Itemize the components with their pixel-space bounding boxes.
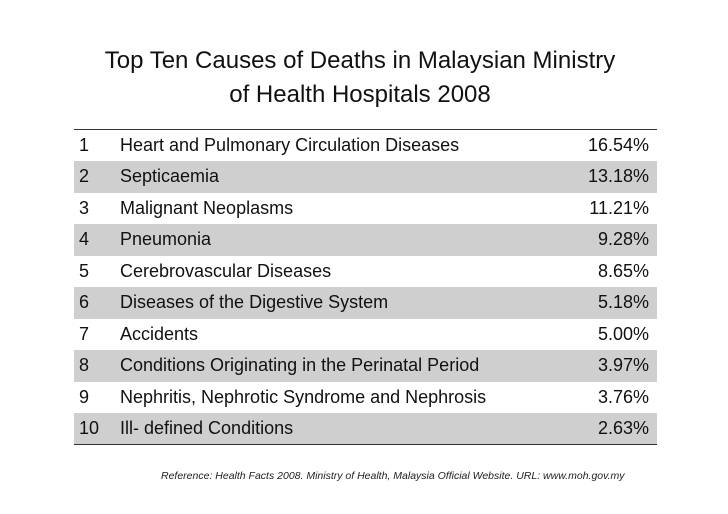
table-row: 8 Conditions Originating in the Perinata… xyxy=(74,350,657,382)
title-line-1: Top Ten Causes of Deaths in Malaysian Mi… xyxy=(104,47,616,74)
rank-cell: 7 xyxy=(79,323,90,344)
percent-cell: 13.18% xyxy=(558,161,657,193)
reference-note: Reference: Health Facts 2008. Ministry o… xyxy=(161,470,625,482)
cause-cell: Pneumonia xyxy=(120,224,558,256)
table-row: 1 Heart and Pulmonary Circulation Diseas… xyxy=(74,129,657,161)
title-line-2: of Health Hospitals 2008 xyxy=(229,81,491,108)
percent-cell: 16.54% xyxy=(558,129,657,161)
rank-cell: 1 xyxy=(74,129,120,161)
table-row: 5 Cerebrovascular Diseases 8.65% xyxy=(74,256,657,288)
page-title: Top Ten Causes of Deaths in Malaysian Mi… xyxy=(60,44,660,112)
percent-cell: 3.97% xyxy=(558,350,657,382)
percent-cell: 5.00% xyxy=(597,323,649,344)
cause-cell: Heart and Pulmonary Circulation Diseases xyxy=(120,129,558,161)
cause-cell: Diseases of the Digestive System xyxy=(120,287,558,319)
cause-cell: Septicaemia xyxy=(120,161,558,193)
rank-cell: 10 xyxy=(74,413,120,445)
cause-cell: Cerebrovascular Diseases xyxy=(120,260,332,281)
cause-cell: Malignant Neoplasms xyxy=(120,197,294,218)
cause-cell: Ill- defined Conditions xyxy=(120,413,558,445)
rank-cell: 9 xyxy=(79,386,90,407)
rank-cell: 4 xyxy=(74,224,120,256)
percent-cell: 2.63% xyxy=(558,413,657,445)
table-row: 2 Septicaemia 13.18% xyxy=(74,161,657,193)
table-row: 3 Malignant Neoplasms 11.21% xyxy=(74,193,657,225)
cause-cell: Accidents xyxy=(120,323,199,344)
percent-cell: 8.65% xyxy=(597,260,649,281)
percent-cell: 9.28% xyxy=(558,224,657,256)
rank-cell: 3 xyxy=(79,197,90,218)
rank-cell: 8 xyxy=(74,350,120,382)
causes-table: 1 Heart and Pulmonary Circulation Diseas… xyxy=(74,129,657,445)
table-row: 10 Ill- defined Conditions 2.63% xyxy=(74,413,657,445)
percent-cell: 11.21% xyxy=(589,197,649,218)
rank-cell: 6 xyxy=(74,287,120,319)
table-row: 6 Diseases of the Digestive System 5.18% xyxy=(74,287,657,319)
table-row: 9 Nephritis, Nephrotic Syndrome and Neph… xyxy=(74,382,657,414)
table-row: 7 Accidents 5.00% xyxy=(74,319,657,351)
rank-cell: 5 xyxy=(79,260,90,281)
cause-cell: Conditions Originating in the Perinatal … xyxy=(120,350,558,382)
cause-cell: Nephritis, Nephrotic Syndrome and Nephro… xyxy=(120,386,487,407)
percent-cell: 3.76% xyxy=(597,386,649,407)
rank-cell: 2 xyxy=(74,161,120,193)
table-row: 4 Pneumonia 9.28% xyxy=(74,224,657,256)
percent-cell: 5.18% xyxy=(558,287,657,319)
